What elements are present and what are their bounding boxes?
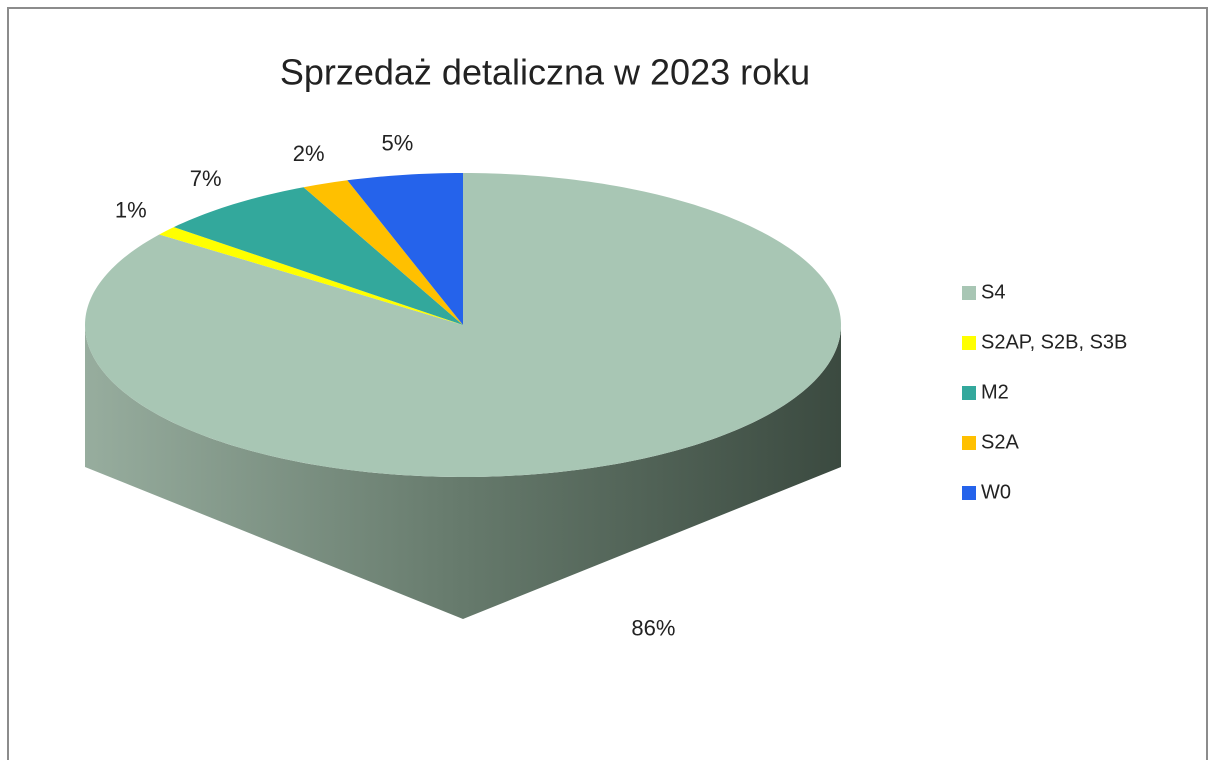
legend-swatch — [962, 286, 976, 300]
pie-slice — [347, 173, 463, 325]
legend-swatch — [962, 486, 976, 500]
legend-label: W0 — [981, 481, 1011, 503]
legend-swatch — [962, 386, 976, 400]
data-label: 2% — [293, 141, 325, 166]
legend-label: S4 — [981, 281, 1005, 303]
data-label: 86% — [631, 616, 675, 641]
chart-title: Sprzedaż detaliczna w 2023 roku — [280, 52, 810, 93]
legend-label: M2 — [981, 381, 1009, 403]
legend-swatch — [962, 336, 976, 350]
legend-label: S2A — [981, 431, 1019, 453]
pie-slice — [159, 227, 463, 325]
pie-slice — [85, 173, 841, 477]
pie-slice — [173, 187, 464, 325]
data-label: 7% — [190, 166, 222, 191]
data-label: 5% — [382, 131, 414, 156]
data-label: 1% — [115, 198, 147, 223]
pie-side — [85, 325, 841, 619]
legend-label: S2AP, S2B, S3B — [981, 331, 1127, 353]
pie-slice — [303, 180, 463, 325]
legend-swatch — [962, 436, 976, 450]
